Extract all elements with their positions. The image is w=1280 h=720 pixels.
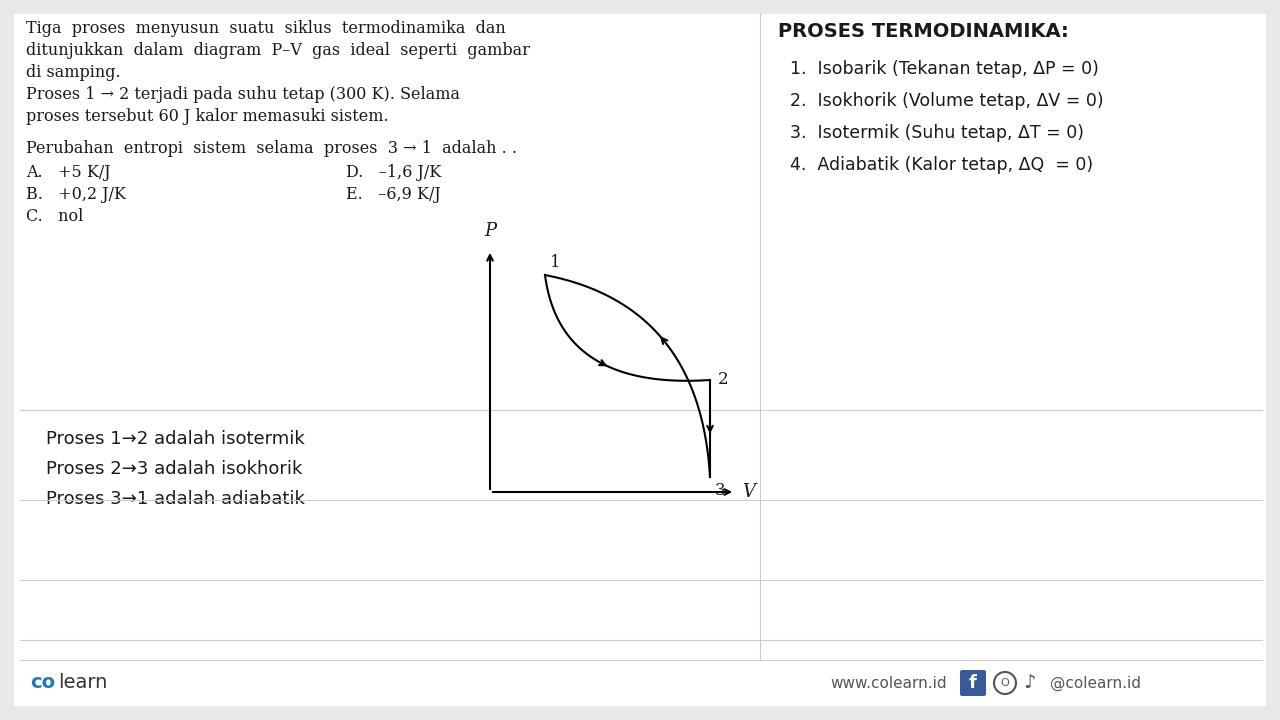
Text: B.   +0,2 J/K: B. +0,2 J/K [26,186,125,203]
Text: 2.  Isokhorik (Volume tetap, ΔV = 0): 2. Isokhorik (Volume tetap, ΔV = 0) [790,92,1103,110]
Text: @colearn.id: @colearn.id [1050,675,1140,690]
Text: Proses 1 → 2 terjadi pada suhu tetap (300 K). Selama: Proses 1 → 2 terjadi pada suhu tetap (30… [26,86,460,103]
Text: Proses 2→3 adalah isokhorik: Proses 2→3 adalah isokhorik [46,460,302,478]
Text: V: V [742,483,755,501]
Text: di samping.: di samping. [26,64,120,81]
Text: PROSES TERMODINAMIKA:: PROSES TERMODINAMIKA: [778,22,1069,41]
Text: Proses 1→2 adalah isotermik: Proses 1→2 adalah isotermik [46,430,305,448]
Text: 4.  Adiabatik (Kalor tetap, ΔQ  = 0): 4. Adiabatik (Kalor tetap, ΔQ = 0) [790,156,1093,174]
Text: E.   –6,9 K/J: E. –6,9 K/J [346,186,440,203]
Text: Tiga  proses  menyusun  suatu  siklus  termodinamika  dan: Tiga proses menyusun suatu siklus termod… [26,20,506,37]
Text: 1.  Isobarik (Tekanan tetap, ΔP = 0): 1. Isobarik (Tekanan tetap, ΔP = 0) [790,60,1098,78]
Text: O: O [1001,678,1010,688]
Text: f: f [969,674,977,692]
Text: 2: 2 [718,372,728,389]
Text: Proses 3→1 adalah adiabatik: Proses 3→1 adalah adiabatik [46,490,305,508]
Text: ditunjukkan  dalam  diagram  P–V  gas  ideal  seperti  gambar: ditunjukkan dalam diagram P–V gas ideal … [26,42,530,59]
Text: www.colearn.id: www.colearn.id [829,675,947,690]
Text: D.   –1,6 J/K: D. –1,6 J/K [346,164,442,181]
Text: 1: 1 [550,254,561,271]
Text: ♪: ♪ [1024,673,1037,693]
Text: proses tersebut 60 J kalor memasuki sistem.: proses tersebut 60 J kalor memasuki sist… [26,108,389,125]
FancyBboxPatch shape [960,670,986,696]
Text: P: P [484,222,497,240]
Text: co: co [29,673,55,693]
Text: C.   nol: C. nol [26,208,83,225]
Text: 3: 3 [716,482,726,499]
Text: A.   +5 K/J: A. +5 K/J [26,164,110,181]
Text: learn: learn [58,673,108,693]
Text: 3.  Isotermik (Suhu tetap, ΔT = 0): 3. Isotermik (Suhu tetap, ΔT = 0) [790,124,1084,142]
Text: Perubahan  entropi  sistem  selama  proses  3 → 1  adalah . .: Perubahan entropi sistem selama proses 3… [26,140,517,157]
